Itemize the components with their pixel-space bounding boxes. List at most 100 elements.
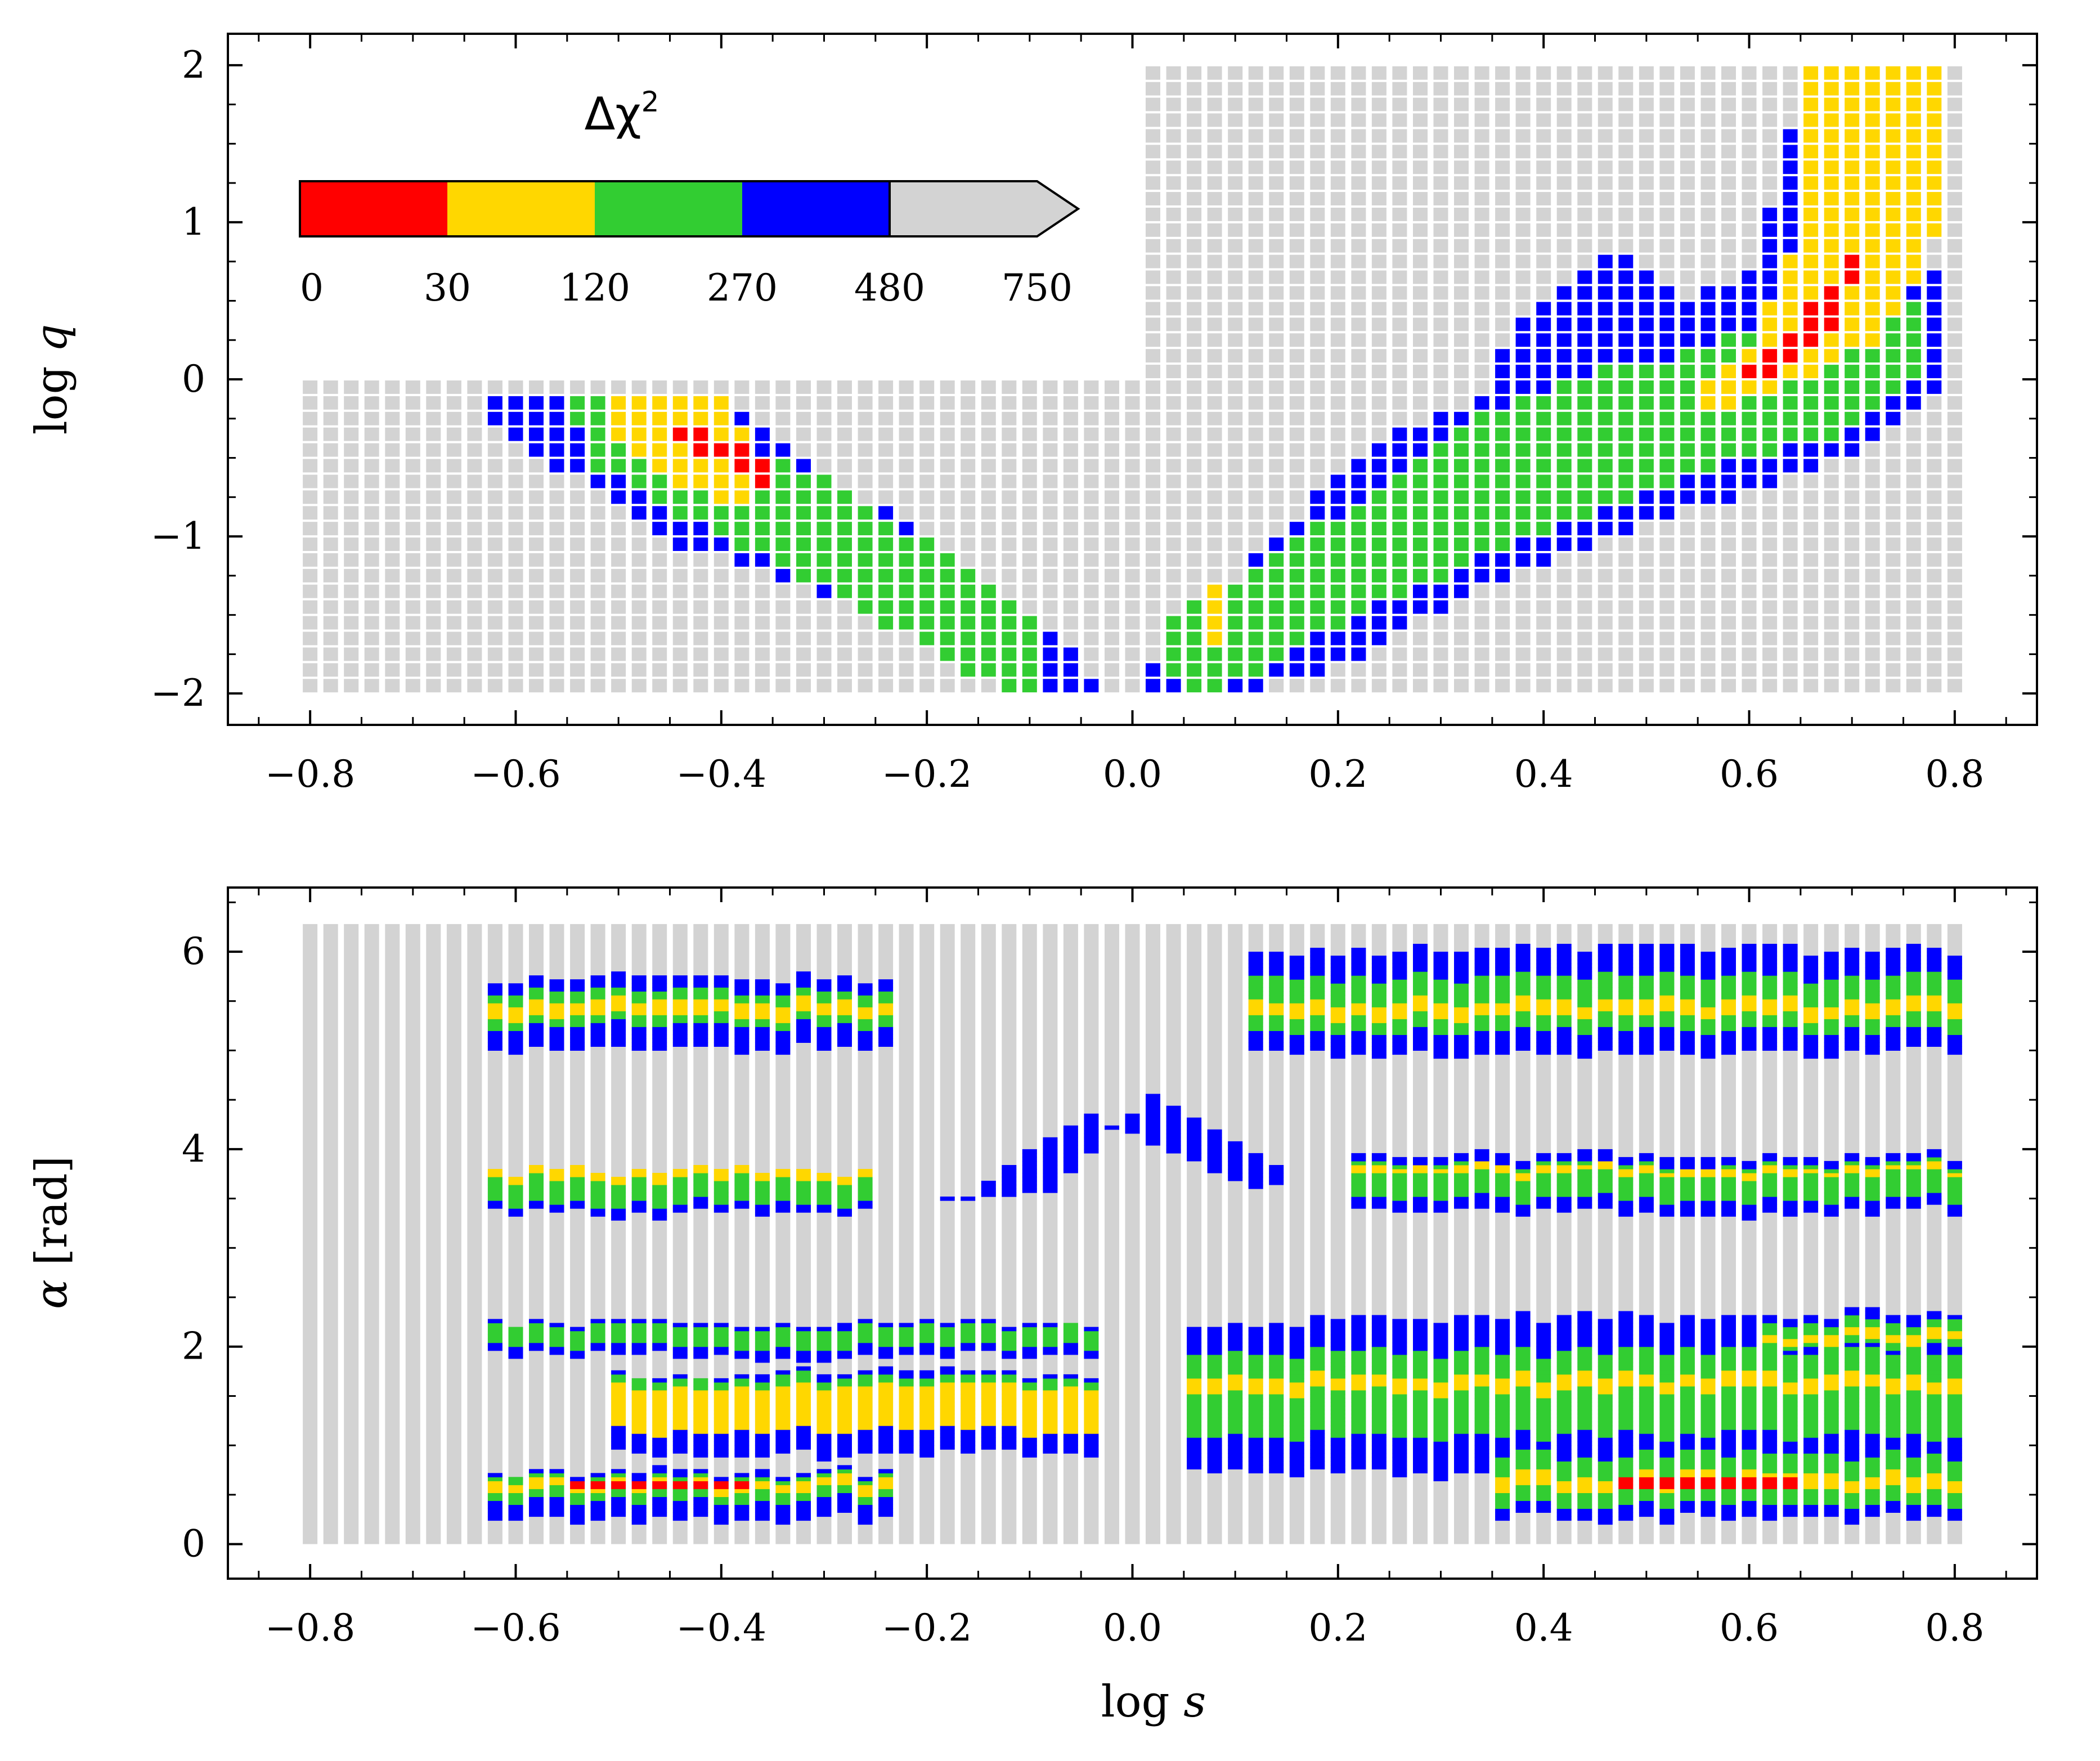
cell-top-16-2 — [631, 647, 647, 661]
cell-top-62-37 — [1577, 97, 1592, 111]
cell-bottom — [714, 1181, 729, 1185]
cell-top-38-15 — [1084, 443, 1099, 457]
cell-bottom — [1063, 1137, 1078, 1142]
cell-top-71-6 — [1762, 584, 1778, 598]
cell-top-69-34 — [1721, 145, 1736, 159]
cell-bottom — [1289, 1465, 1304, 1469]
cell-bottom — [858, 1019, 873, 1023]
cell-bottom — [611, 1489, 626, 1493]
cell-top-56-22 — [1454, 333, 1469, 347]
cell-top-60-19 — [1536, 380, 1551, 394]
cell-top-14-11 — [590, 506, 605, 520]
cell-bottom — [1146, 1094, 1160, 1099]
cell-bottom — [1330, 1034, 1345, 1039]
cell-top-16-9 — [631, 537, 647, 551]
cell-top-40-7 — [1125, 568, 1140, 582]
cell-top-41-10 — [1146, 522, 1160, 536]
cell-top-45-37 — [1228, 97, 1243, 111]
cell-top-72-22 — [1783, 333, 1798, 347]
cell-bottom — [1371, 1007, 1386, 1011]
cell-top-75-30 — [1845, 208, 1860, 221]
cell-bottom — [1351, 1204, 1366, 1209]
cell-top-41-37 — [1146, 97, 1160, 111]
cell-top-45-32 — [1228, 176, 1243, 190]
column-bottom-23 — [775, 924, 791, 1544]
cell-bottom — [1248, 1445, 1263, 1450]
cell-top-22-12 — [755, 490, 770, 504]
cell-bottom — [1351, 1157, 1366, 1162]
cell-top-15-2 — [611, 647, 626, 661]
cell-top-4-7 — [385, 568, 400, 582]
cell-top-50-3 — [1330, 631, 1345, 646]
cell-top-38-9 — [1084, 537, 1099, 551]
cell-bottom — [858, 1173, 873, 1177]
cell-bottom — [1330, 991, 1345, 996]
cell-bottom — [1289, 1030, 1304, 1035]
cell-top-57-0 — [1474, 679, 1489, 693]
cell-bottom — [816, 1496, 832, 1501]
cell-bottom — [672, 1342, 688, 1347]
cell-bottom — [672, 1323, 688, 1328]
cell-top-22-14 — [755, 459, 770, 473]
cell-top-19-5 — [693, 600, 708, 614]
cell-top-66-1 — [1659, 663, 1675, 677]
cell-bottom — [1330, 1418, 1345, 1422]
cell-top-50-23 — [1330, 317, 1345, 331]
cell-bottom — [1351, 1449, 1366, 1454]
cell-top-74-0 — [1824, 679, 1839, 693]
cell-top-53-4 — [1392, 616, 1407, 630]
cell-bottom — [611, 1216, 626, 1221]
cell-bottom — [672, 1430, 688, 1434]
cell-bottom — [899, 1437, 914, 1442]
cell-bottom — [734, 1200, 750, 1205]
cell-top-42-20 — [1166, 365, 1181, 378]
cell-bottom — [1002, 1342, 1017, 1347]
cell-top-3-4 — [364, 616, 379, 630]
cell-top-50-38 — [1330, 82, 1345, 96]
cell-bottom — [734, 1038, 750, 1043]
cell-bottom — [755, 1204, 770, 1209]
cell-top-76-8 — [1865, 553, 1880, 567]
cell-bottom — [1084, 1406, 1099, 1410]
cell-bottom — [981, 1327, 996, 1332]
cell-bottom — [529, 1477, 544, 1481]
colorbar-label: 480 — [854, 266, 925, 310]
cell-bottom — [631, 975, 647, 980]
cell-top-76-20 — [1865, 365, 1880, 378]
cell-top-51-1 — [1351, 663, 1366, 677]
cell-top-54-28 — [1413, 239, 1428, 253]
cell-top-43-36 — [1187, 113, 1202, 127]
cell-bottom — [1289, 1370, 1304, 1375]
cell-bottom — [549, 1477, 564, 1481]
cell-bottom — [878, 1393, 894, 1399]
cell-bottom — [816, 1358, 832, 1363]
cell-top-71-16 — [1762, 427, 1778, 441]
cell-top-18-4 — [672, 616, 688, 630]
cell-top-51-6 — [1351, 584, 1366, 598]
cell-bottom — [714, 1338, 729, 1343]
cell-bottom — [1269, 1410, 1284, 1414]
cell-bottom — [1207, 1406, 1222, 1410]
cell-top-15-15 — [611, 443, 626, 457]
cell-bottom — [529, 1481, 544, 1485]
cell-top-26-17 — [837, 411, 852, 425]
cell-top-56-38 — [1454, 82, 1469, 96]
cell-bottom — [796, 1003, 811, 1007]
cell-bottom — [837, 1393, 852, 1399]
cell-top-40-14 — [1125, 459, 1140, 473]
cell-bottom — [529, 1015, 544, 1019]
cell-top-78-37 — [1906, 97, 1921, 111]
cell-bottom — [1207, 1465, 1222, 1469]
cell-bottom — [590, 995, 605, 1000]
cell-bottom — [672, 1402, 688, 1406]
cell-bottom — [1371, 1200, 1386, 1205]
cell-top-40-11 — [1125, 506, 1140, 520]
cell-bottom — [1063, 1338, 1078, 1343]
column-bottom-1 — [323, 924, 338, 1544]
cell-top-29-16 — [899, 427, 914, 441]
cell-top-60-0 — [1536, 679, 1551, 693]
cell-top-49-8 — [1310, 553, 1325, 567]
cell-top-26-16 — [837, 427, 852, 441]
cell-top-67-39 — [1680, 66, 1695, 80]
cell-top-39-10 — [1105, 522, 1119, 536]
